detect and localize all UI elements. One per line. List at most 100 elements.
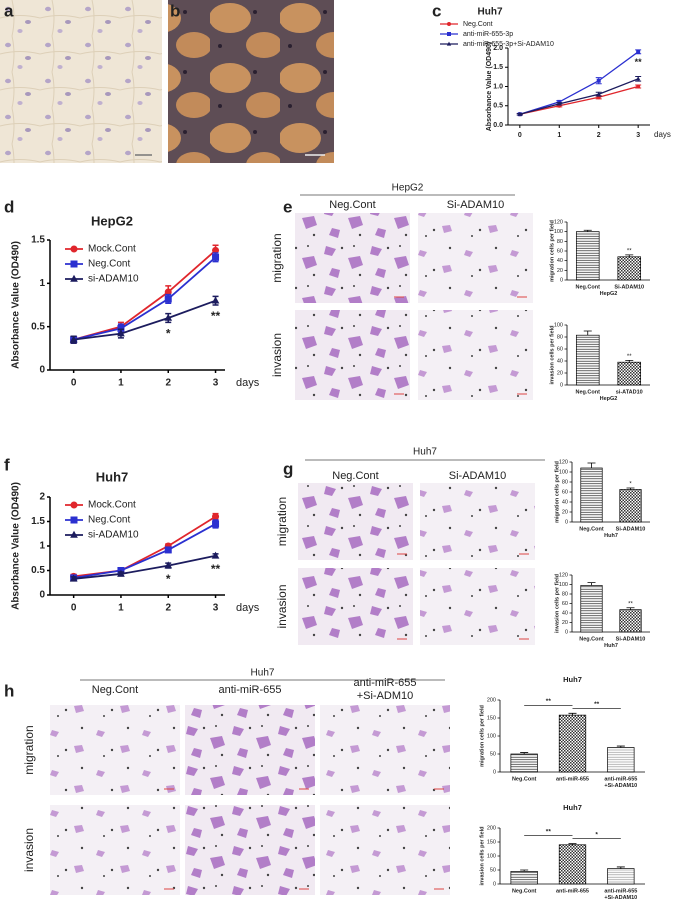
x-axis-label: Huh7 <box>604 533 618 539</box>
y-tick-label: 200 <box>487 825 496 831</box>
y-tick-label: 150 <box>487 715 496 721</box>
marker <box>117 569 125 577</box>
marker <box>636 84 641 89</box>
legend-label: si-ADAM10 <box>88 274 139 285</box>
y-tick-label: 2.0 <box>493 45 503 52</box>
x-tick-label: 2 <box>165 378 171 389</box>
micrograph <box>50 705 180 795</box>
y-axis-label: migration cells per field <box>549 220 555 282</box>
series-line <box>519 51 639 115</box>
x-tick-label: +Si-ADAM10 <box>604 783 637 789</box>
chart-title: Huh7 <box>96 469 129 484</box>
micrograph <box>295 310 410 400</box>
x-tick-label: 3 <box>213 378 219 389</box>
marker <box>164 561 173 569</box>
y-tick-label: 100 <box>559 582 568 588</box>
y-tick-label: 0 <box>39 365 45 376</box>
y-tick-label: 60 <box>562 489 568 495</box>
y-tick-label: 50 <box>490 867 496 873</box>
micrograph <box>185 805 315 895</box>
micrograph <box>0 0 162 163</box>
x-tick-label: Neg.Cont <box>512 888 537 894</box>
panel-label: b <box>170 1 180 20</box>
y-tick-label: 0.5 <box>31 565 45 576</box>
y-axis-label: Absorbance Value (OD490) <box>11 241 22 369</box>
marker <box>557 101 562 106</box>
marker <box>212 246 220 254</box>
error-bar <box>616 745 625 748</box>
row-label: invasion <box>22 828 36 872</box>
marker <box>212 513 220 521</box>
significance: * <box>166 327 171 341</box>
y-tick-label: 200 <box>487 697 496 703</box>
y-tick-label: 20 <box>562 620 568 626</box>
bar <box>510 753 538 773</box>
micrograph <box>320 805 450 895</box>
x-axis-label: days <box>236 602 260 614</box>
marker <box>70 516 78 524</box>
error-bar <box>568 843 577 845</box>
series-line <box>73 256 217 341</box>
y-tick-label: 0 <box>39 590 45 601</box>
x-tick-label: +Si-ADAM10 <box>604 895 637 901</box>
error-bar <box>583 229 592 232</box>
x-tick-label: Si-ADAM10 <box>616 526 646 532</box>
error-bar <box>520 752 529 754</box>
y-tick-label: 40 <box>562 610 568 616</box>
marker <box>117 324 125 332</box>
x-tick-label: 1 <box>557 132 561 139</box>
significance: ** <box>546 698 552 705</box>
row-label: migration <box>22 725 36 774</box>
marker <box>596 78 601 83</box>
y-tick-label: 0 <box>565 519 568 525</box>
x-axis-label: days <box>236 377 260 389</box>
row-label: migration <box>275 497 289 546</box>
y-tick-label: 120 <box>559 459 568 465</box>
y-axis-label: migration cells per field <box>554 461 560 523</box>
y-tick-label: 40 <box>557 358 563 364</box>
bar <box>558 844 587 885</box>
significance: * <box>595 831 598 838</box>
x-tick-label: 1 <box>118 603 124 614</box>
panel-label: e <box>283 197 292 216</box>
marker <box>212 253 220 261</box>
micrograph <box>420 568 535 645</box>
marker <box>164 295 172 303</box>
significance: ** <box>211 309 221 323</box>
marker <box>164 288 172 296</box>
y-tick-label: 80 <box>562 591 568 597</box>
panel-label: f <box>4 455 10 474</box>
panel-label: h <box>4 681 14 700</box>
x-axis-label: Huh7 <box>604 643 618 649</box>
y-tick-label: 0.0 <box>493 122 503 129</box>
x-tick-label: Si-ADAM10 <box>616 636 646 642</box>
column-label: Neg.Cont <box>92 684 138 696</box>
y-tick-label: 60 <box>557 248 563 254</box>
bar <box>510 871 538 885</box>
column-label: anti-miR-655 <box>354 677 417 689</box>
y-axis-label: Absorbance Value (OD490) <box>11 482 22 610</box>
column-label: +Si-ADM10 <box>357 690 414 702</box>
y-axis-label: invasion cells per field <box>549 326 555 385</box>
x-axis-label: days <box>654 130 671 139</box>
marker <box>596 91 601 96</box>
x-axis-label: HepG2 <box>600 396 618 402</box>
marker <box>446 41 452 46</box>
x-tick-label: anti-miR-655 <box>556 776 589 782</box>
significance: ** <box>594 701 600 708</box>
y-axis-label: invasion cells per field <box>479 827 485 886</box>
series-line <box>519 85 639 115</box>
marker <box>636 49 641 54</box>
marker <box>70 260 78 268</box>
row-label: migration <box>270 233 284 282</box>
micrograph <box>418 213 533 303</box>
y-tick-label: 60 <box>562 601 568 607</box>
column-label: Si-ADAM10 <box>447 199 504 211</box>
marker <box>447 32 451 36</box>
marker <box>517 111 523 116</box>
error-bar <box>520 869 529 872</box>
y-tick-label: 40 <box>562 499 568 505</box>
y-tick-label: 1.5 <box>31 235 45 246</box>
x-tick-label: 0 <box>518 132 522 139</box>
